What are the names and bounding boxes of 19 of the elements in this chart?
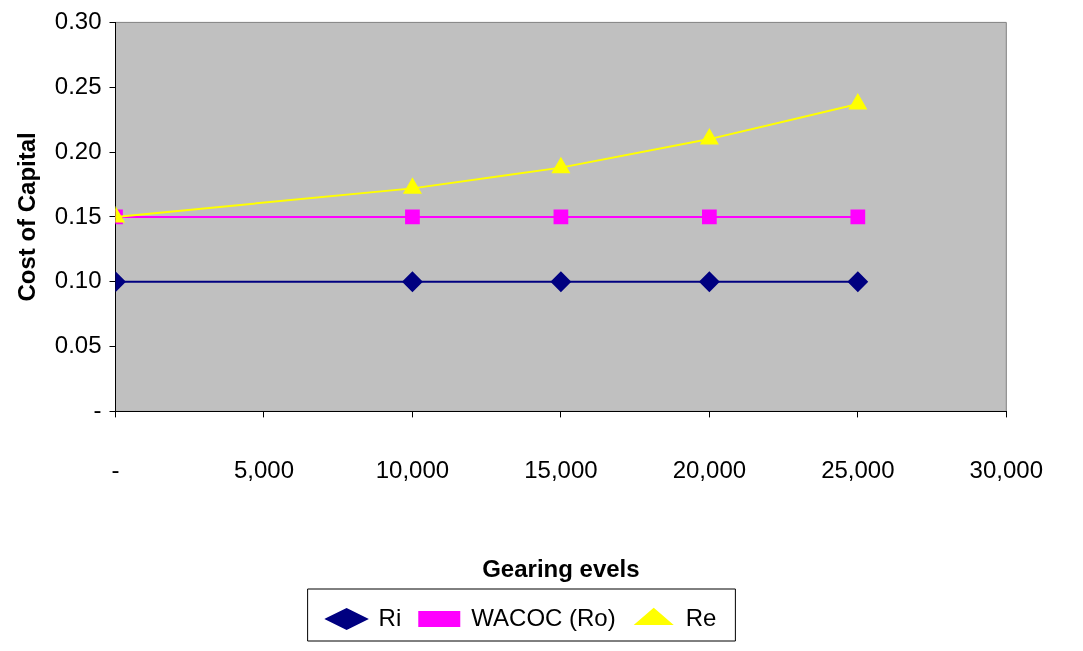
legend-label: Ri (378, 603, 402, 631)
x-tick-label: 20,000 (672, 456, 747, 484)
legend-label: Re (685, 603, 717, 631)
x-tick-label: 15,000 (524, 456, 598, 484)
x-tick-label: 10,000 (375, 456, 450, 484)
y-tick-label: - (93, 396, 102, 424)
x-tick-label: - (111, 456, 120, 484)
legend-label: WACOC (Ro) (471, 603, 616, 631)
y-tick-label: 0.25 (54, 71, 102, 99)
y-tick-label: 0.10 (54, 266, 102, 294)
y-tick-label: 0.05 (54, 331, 102, 359)
y-tick-label: 0.15 (54, 201, 102, 229)
x-tick-label: 30,000 (969, 456, 1043, 484)
x-tick-label: 25,000 (821, 456, 895, 484)
y-tick-label: 0.30 (54, 7, 102, 35)
y-tick-label: 0.20 (54, 136, 102, 164)
x-tick-label: 5,000 (233, 456, 295, 484)
y-axis-title: Cost of Capital (13, 132, 41, 302)
x-axis-title: Gearing evels (482, 555, 640, 583)
